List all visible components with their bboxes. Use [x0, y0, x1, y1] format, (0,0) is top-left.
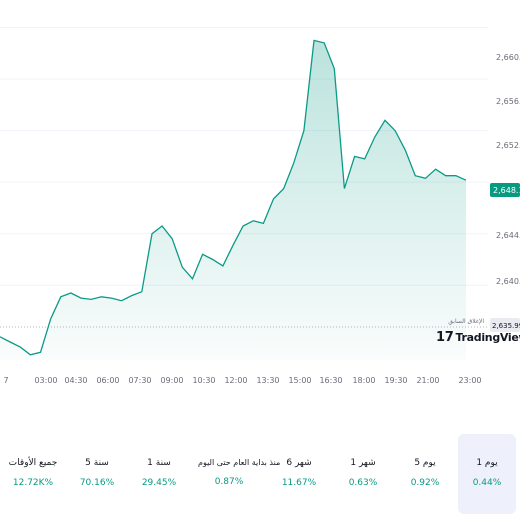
period-1-month[interactable]: 1 شهر 0.63% — [334, 434, 392, 514]
last-price-tag — [490, 183, 520, 197]
x-tick-label: 10:30 — [192, 376, 215, 385]
period-all-time[interactable]: جميع الأوقات 12.72K% — [4, 434, 62, 514]
period-change: 0.87% — [214, 477, 244, 487]
previous-close-label: 2,635.995 — [492, 322, 520, 330]
period-label: 5 سنة — [85, 458, 109, 468]
period-5-days[interactable]: 5 يوم 0.92% — [396, 434, 454, 514]
x-tick-label: 13:30 — [256, 376, 279, 385]
x-tick-label: 15:00 — [288, 376, 311, 385]
period-change: 11.67% — [281, 478, 317, 488]
x-tick-label: 18:00 — [352, 376, 375, 385]
period-change: 70.16% — [79, 478, 115, 488]
tradingview-logo: 17TradingView — [436, 330, 520, 345]
previous-close-tag — [490, 318, 520, 332]
previous-close-caption: الإغلاق السابق — [448, 318, 484, 325]
period-label: منذ بداية العام حتى اليوم — [198, 458, 281, 467]
x-tick-label: 04:30 — [64, 376, 87, 385]
period-change: 12.72K% — [12, 478, 54, 488]
y-tick-label: 2,660.000 — [496, 53, 520, 62]
period-change: 0.92% — [410, 478, 440, 488]
period-change: 0.63% — [348, 478, 378, 488]
x-tick-label: 12:00 — [224, 376, 247, 385]
x-tick-label: 19:30 — [384, 376, 407, 385]
x-tick-label: 16:30 — [319, 376, 342, 385]
y-tick-label: 2,652.000 — [496, 141, 520, 150]
tradingview-wordmark: TradingView — [455, 331, 520, 344]
price-chart[interactable]: 2,660.000 2,656.000 2,652.000 2,644.000 … — [0, 0, 520, 395]
x-tick-label: 03:00 — [34, 376, 57, 385]
last-price-label: 2,648.150 — [493, 186, 520, 195]
tradingview-logo-icon: 17 — [436, 330, 454, 345]
period-5-years[interactable]: 5 سنة 70.16% — [68, 434, 126, 514]
price-area-fill — [0, 40, 466, 361]
x-tick-label: 21:00 — [416, 376, 439, 385]
period-change: 0.44% — [472, 478, 502, 488]
y-tick-label: 2,644.000 — [496, 231, 520, 240]
y-tick-label: 2,640.000 — [496, 277, 520, 286]
y-tick-label: 2,656.000 — [496, 97, 520, 106]
x-tick-label: 07:30 — [128, 376, 151, 385]
period-label: 1 شهر — [350, 458, 376, 468]
period-selector: جميع الأوقات 12.72K% 5 سنة 70.16% 1 سنة … — [0, 430, 520, 520]
chart-canvas[interactable]: 2,660.000 2,656.000 2,652.000 2,644.000 … — [0, 0, 520, 395]
x-tick-label: 7 — [3, 376, 8, 385]
period-label: 1 يوم — [476, 458, 498, 468]
period-1-year[interactable]: 1 سنة 29.45% — [130, 434, 188, 514]
period-ytd[interactable]: منذ بداية العام حتى اليوم 0.87% — [198, 434, 281, 514]
period-1-day[interactable]: 1 يوم 0.44% — [458, 434, 516, 514]
period-label: 5 يوم — [414, 458, 436, 468]
period-6-months[interactable]: 6 شهر 11.67% — [270, 434, 328, 514]
x-tick-label: 06:00 — [96, 376, 119, 385]
period-label: جميع الأوقات — [8, 458, 58, 468]
price-line — [0, 39, 467, 356]
x-tick-label: 09:00 — [160, 376, 183, 385]
period-label: 1 سنة — [147, 458, 171, 468]
x-tick-label: 23:00 — [458, 376, 481, 385]
period-change: 29.45% — [141, 478, 177, 488]
period-label: 6 شهر — [286, 458, 312, 468]
